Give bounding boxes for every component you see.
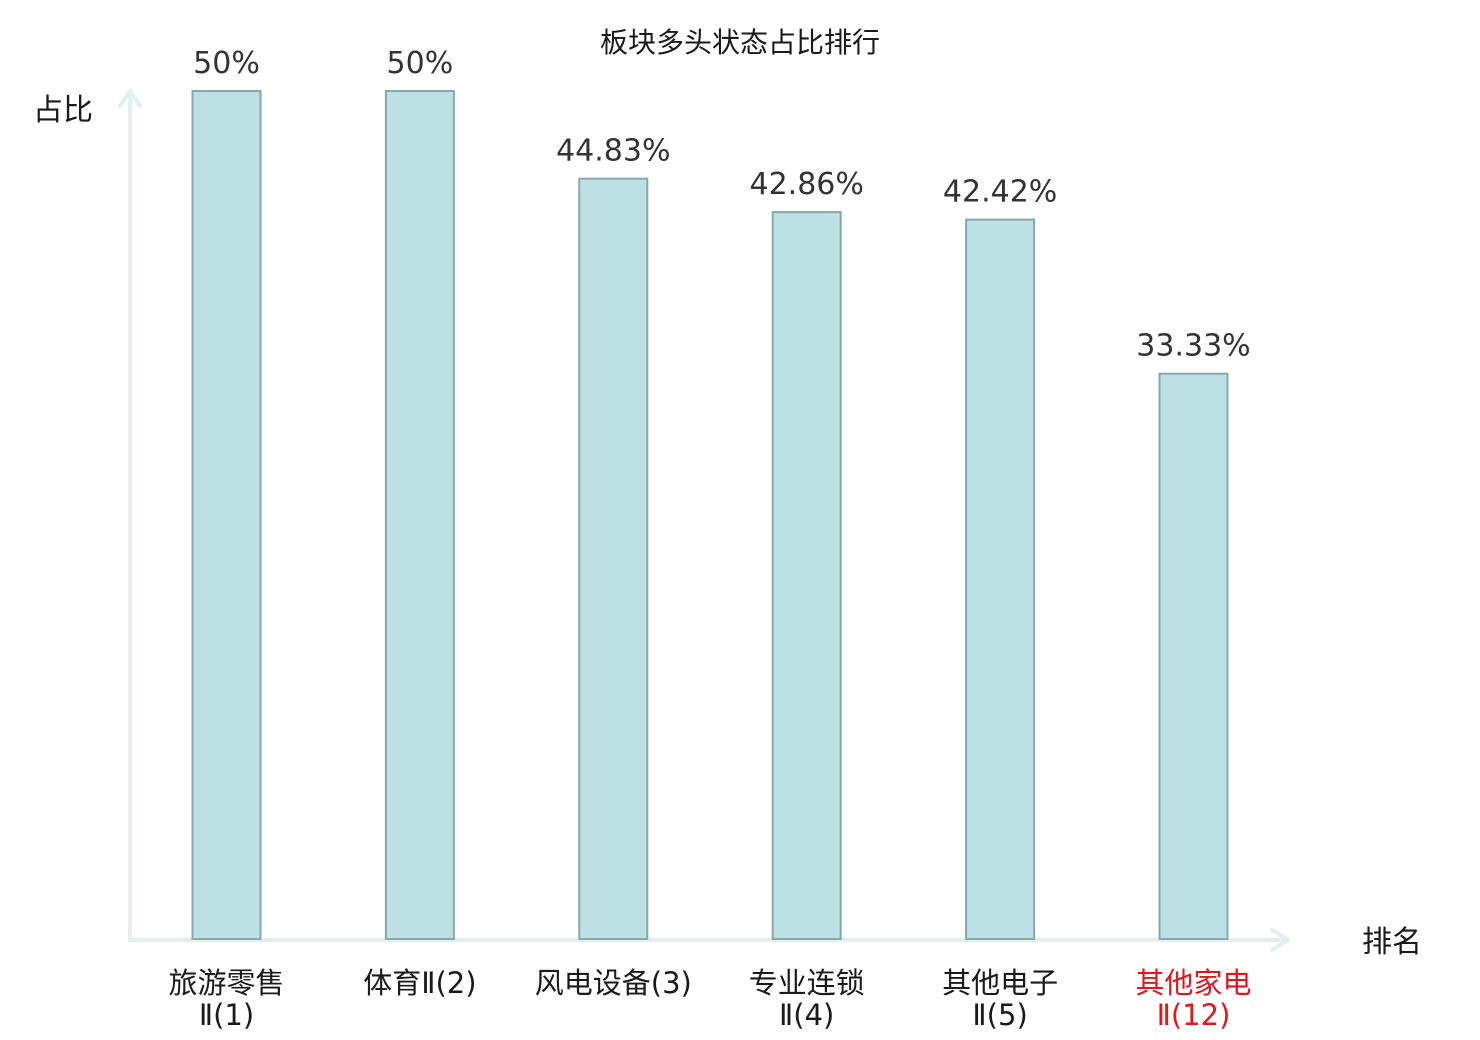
value-label-1: 50%: [193, 46, 260, 81]
bar-2: [384, 90, 455, 940]
y-axis-label: 占比: [33, 93, 93, 128]
bar-1: [191, 90, 262, 940]
category-label-6: 其他家电: [1135, 966, 1251, 1000]
bars-group: [191, 90, 1229, 941]
chart-title: 板块多头状态占比排行: [600, 26, 880, 59]
bar-4: [771, 211, 842, 941]
category-label-4: 专业连锁: [749, 966, 865, 1000]
value-label-4: 42.86%: [750, 167, 864, 202]
bar-3: [578, 177, 649, 940]
bar-5: [965, 218, 1036, 941]
bar-6: [1158, 372, 1229, 940]
value-label-5: 42.42%: [943, 175, 1057, 210]
category-sublabel-6: Ⅱ(12): [1157, 998, 1231, 1032]
x-axis-arrow: [1270, 928, 1290, 952]
category-sublabel-4: Ⅱ(4): [779, 998, 834, 1032]
x-axis-label: 排名: [1362, 925, 1422, 960]
value-label-3: 44.83%: [556, 134, 670, 169]
value-label-6: 33.33%: [1136, 329, 1250, 364]
category-label-3: 风电设备(3): [535, 966, 692, 1000]
axes: [118, 89, 1290, 952]
value-labels-group: 50% 50% 44.83% 42.86% 42.42% 33.33%: [193, 46, 1251, 364]
category-sublabel-5: Ⅱ(5): [972, 998, 1027, 1032]
category-label-2: 体育Ⅱ(2): [363, 966, 476, 1000]
category-label-1: 旅游零售: [168, 966, 284, 1000]
category-sublabel-1: Ⅱ(1): [199, 998, 254, 1032]
value-label-2: 50%: [387, 46, 454, 81]
category-label-5: 其他电子: [942, 966, 1058, 1000]
y-axis-arrow: [118, 89, 142, 108]
